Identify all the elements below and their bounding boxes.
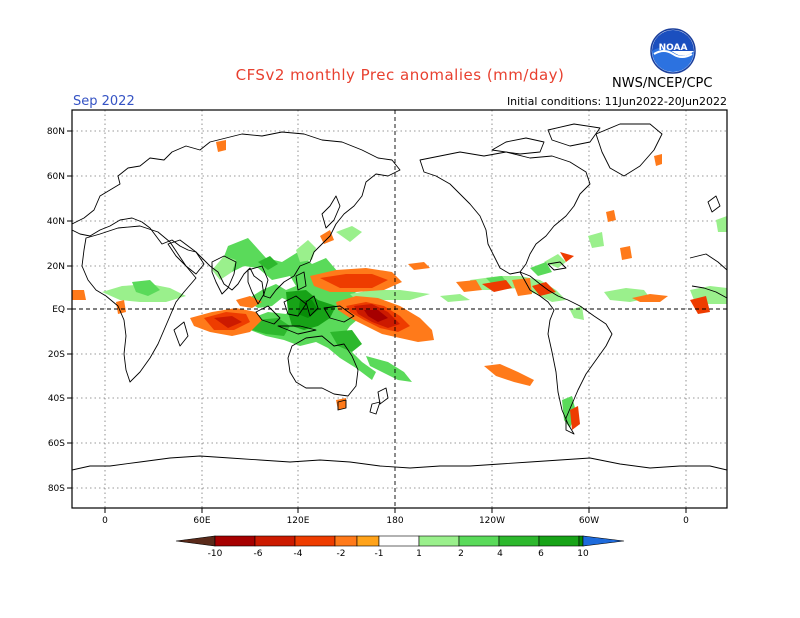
legend-swatch	[294, 535, 336, 547]
legend-swatch	[418, 535, 460, 547]
color-legend	[175, 535, 625, 547]
lon-label: 120E	[287, 516, 310, 526]
lat-label: 60S	[48, 439, 65, 449]
lat-label: 80S	[48, 484, 65, 494]
map-plot-area	[72, 110, 727, 508]
lon-label: 0	[102, 516, 108, 526]
lat-label: 60N	[47, 172, 65, 182]
anomaly-fields	[72, 140, 727, 430]
lat-label: 40N	[47, 217, 65, 227]
lon-label: 120W	[479, 516, 505, 526]
legend-swatch	[498, 535, 540, 547]
lon-label: 0	[683, 516, 689, 526]
legend-labels: -10 -6 -4 -2 -1 1 2 4 6 10	[208, 549, 589, 559]
legend-swatch	[334, 535, 358, 547]
lat-label: 80N	[47, 127, 65, 137]
lat-label: 40S	[48, 394, 65, 404]
lat-label: 20N	[47, 262, 65, 272]
noaa-logo-icon: NOAA	[650, 28, 696, 74]
chart-title: CFSv2 monthly Prec anomalies (mm/day)	[235, 66, 565, 84]
initial-conditions: Initial conditions: 11Jun2022-20Jun2022	[506, 95, 727, 108]
legend-tick-label: -10	[208, 549, 223, 559]
legend-swatch	[458, 535, 500, 547]
legend-tick-label: -4	[294, 549, 303, 559]
lon-labels: 0 60E 120E 180 120W 60W 0	[102, 516, 689, 526]
legend-tick-label: 10	[577, 549, 589, 559]
logo-text: NOAA	[659, 43, 688, 53]
legend-tick-label: -2	[337, 549, 346, 559]
legend-tick-label: 2	[458, 549, 464, 559]
legend-tick-label: 4	[497, 549, 503, 559]
legend-tick-label: 1	[416, 549, 422, 559]
legend-swatch	[538, 535, 580, 547]
legend-tick-label: 6	[538, 549, 544, 559]
legend-tick-label: -1	[375, 549, 384, 559]
lon-label: 180	[386, 516, 403, 526]
legend-swatch	[356, 535, 380, 547]
legend-tick-label: -6	[254, 549, 263, 559]
lon-label: 60W	[579, 516, 599, 526]
lon-ticks	[104, 508, 687, 513]
agency-label: NWS/NCEP/CPC	[612, 76, 713, 91]
legend-swatch	[214, 535, 256, 547]
lat-ticks	[67, 130, 72, 489]
lat-labels: 80N 60N 40N 20N EQ 20S 40S 60S 80S	[47, 127, 65, 494]
legend-swatch	[254, 535, 296, 547]
legend-swatch	[378, 535, 420, 547]
lat-label: EQ	[52, 305, 65, 315]
legend-swatch-min	[175, 535, 216, 547]
lon-label: 60E	[193, 516, 210, 526]
legend-swatch	[578, 535, 584, 547]
lat-label: 20S	[48, 350, 65, 360]
legend-swatch-max	[582, 535, 625, 547]
forecast-period: Sep 2022	[73, 94, 135, 109]
